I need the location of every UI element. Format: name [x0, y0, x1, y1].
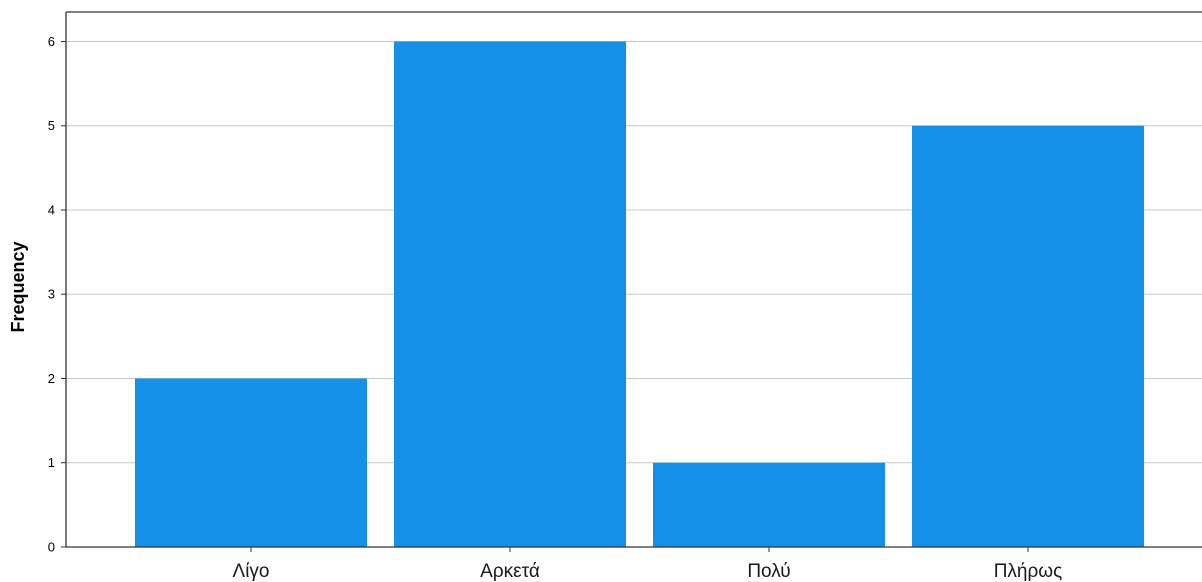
- axes: [65, 11, 1202, 548]
- y-tick-label: 4: [48, 202, 55, 217]
- x-tick-label: Πολύ: [747, 561, 790, 582]
- bar: [912, 125, 1144, 547]
- bar: [135, 378, 367, 547]
- x-tick-label: Πλήρως: [994, 561, 1063, 582]
- y-ticks: 0 1 2 3 4 5 6: [48, 34, 66, 555]
- y-tick-label: 0: [48, 540, 55, 555]
- bar: [394, 41, 626, 547]
- x-tick-label: Αρκετά: [480, 561, 540, 582]
- x-tick-labels: Λίγο Αρκετά Πολύ Πλήρως: [233, 547, 1063, 582]
- y-tick-label: 5: [48, 118, 55, 133]
- y-tick-label: 1: [48, 455, 55, 470]
- bar: [653, 462, 885, 547]
- y-tick-label: 6: [48, 34, 55, 49]
- x-tick-label: Λίγο: [233, 561, 270, 582]
- y-tick-label: 2: [48, 371, 55, 386]
- y-tick-label: 3: [48, 287, 55, 302]
- bars: [135, 41, 1144, 547]
- y-axis-title: Frequency: [8, 241, 28, 332]
